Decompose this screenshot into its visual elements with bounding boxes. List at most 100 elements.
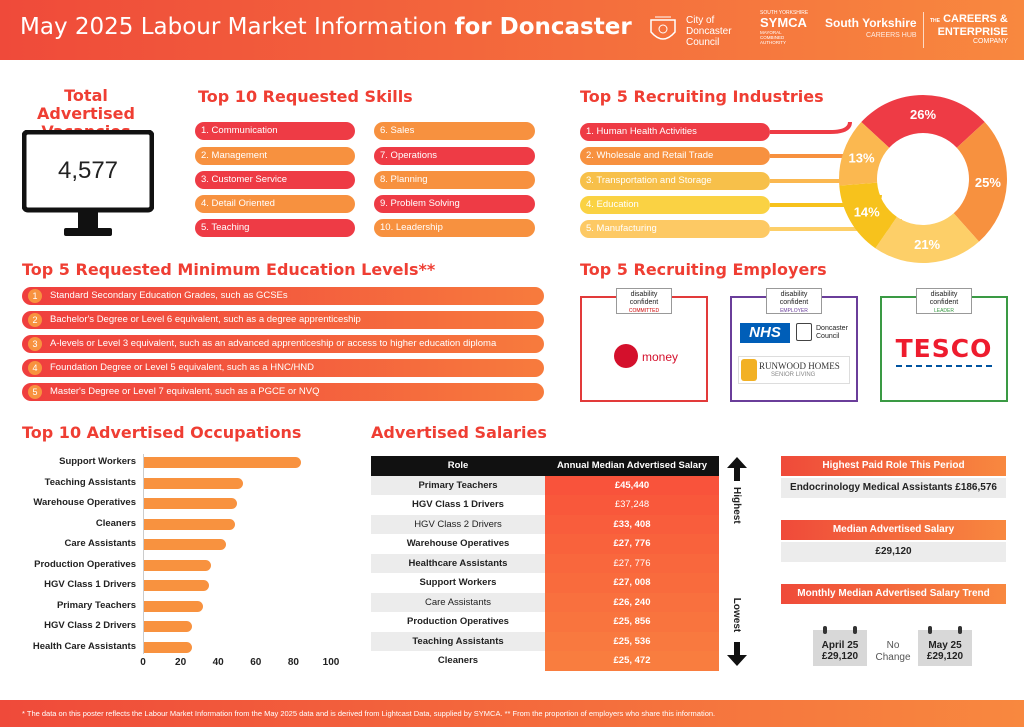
education-item: 1 Standard Secondary Education Grades, su… [22,287,544,305]
role-cell: Teaching Assistants [371,631,545,651]
role-cell: Care Assistants [371,592,545,612]
occupation-bar [143,457,301,468]
footer-note: * The data on this poster reflects the L… [0,700,1024,727]
tesco-stripe [896,365,992,368]
column-header-salary: Annual Median Advertised Salary [545,456,719,476]
vacancies-value: 4,577 [57,157,119,184]
table-row: Production Operatives £25, 856 [371,612,719,632]
occupation-label: HGV Class 1 Drivers [44,579,136,590]
employer-card-virgin: disability confident COMMITTED money [580,288,708,402]
donut-label: 21% [914,237,940,252]
may-month: May 25 [928,640,962,651]
x-tick-label: 0 [140,657,146,668]
donut-label: 14% [854,205,880,220]
disability-confident-badge: disability confident COMMITTED [616,288,672,314]
occupation-label: Care Assistants [64,538,136,549]
donut-label: 25% [975,175,1001,190]
symca-logo: SOUTH YORKSHIRE SYMCA MAYORAL COMBINED A… [760,10,809,45]
occupation-bar [143,580,209,591]
nhs-logo: NHS [740,323,790,343]
industry-pill: 3. Transportation and Storage [580,172,770,190]
education-item: 4 Foundation Degree or Level 5 equivalent… [22,359,544,377]
skill-pill: 6. Sales [374,122,535,140]
median-salary-title: Median Advertised Salary [781,520,1006,540]
occupation-bar [143,621,192,632]
salary-cell: £25, 856 [545,612,719,632]
education-title: Top 5 Requested Minimum Education Levels… [22,260,436,279]
donut-slice [953,122,1007,242]
education-item: 2 Bachelor's Degree or Level 6 equivalent… [22,311,544,329]
x-tick-label: 60 [250,657,262,668]
table-row: HGV Class 1 Drivers £37,248 [371,495,719,515]
industries-donut-chart: 26% 25% 21% 14% 13% [839,95,1007,263]
occupation-bar [143,559,211,571]
x-tick-label: 20 [175,657,187,668]
occupation-label: Cleaners [95,517,136,529]
role-cell: Primary Teachers [371,475,545,495]
skill-pill: 4. Detail Oriented [195,195,355,213]
occupation-label: Warehouse Operatives [33,497,136,508]
role-cell: Warehouse Operatives [406,538,510,549]
table-row: Warehouse Operatives £27, 776 [371,534,719,554]
salary-cell: £37,248 [545,495,719,515]
occupation-label: Health Care Assistants [32,640,136,652]
occupations-title: Top 10 Advertised Occupations [22,423,302,442]
virgin-logo-icon [614,344,638,368]
doncaster-council-logo: Doncaster Council [816,325,848,340]
salaries-table: Role Annual Median Advertised Salary Pri… [371,456,719,671]
role-cell: HGV Class 1 Drivers [412,499,504,510]
occupation-bar [143,518,236,530]
salary-cell: £27, 008 [545,573,719,593]
role-cell: Cleaners [437,655,479,666]
tesco-logo: TESCO [895,334,993,363]
highest-paid-value: Endocrinology Medical Assistants £186,57… [781,478,1006,498]
role-cell: Production Operatives [407,616,509,627]
monitor-icon [21,129,155,245]
donut-slice [839,122,890,186]
industry-pill: 5. Manufacturing [580,220,770,238]
education-item: 5 Master's Degree or Level 7 equivalent, … [22,383,544,401]
x-tick-label: 100 [322,657,340,668]
salaries-title: Advertised Salaries [371,423,547,442]
runwood-flower-icon [741,359,757,381]
donut-slice [875,213,980,263]
table-row: Cleaners £25, 472 [371,651,719,671]
calendar-april: April 25 £29,120 [813,626,867,666]
column-header-role: Role [447,460,469,471]
trend-change: No Change [875,640,911,663]
skill-pill: 10. Leadership [374,219,535,237]
donut-slice [861,95,985,148]
occupation-bar [143,600,204,612]
occupation-label: Teaching Assistants [44,476,136,488]
salary-cell: £27, 776 [545,534,719,554]
occupation-bar [143,641,192,653]
skill-pill: 5. Teaching [195,219,355,237]
may-value: £29,120 [926,651,964,662]
role-cell: HGV Class 2 Drivers [371,514,545,534]
x-axis-line [143,454,144,654]
skill-pill: 8. Planning [374,171,535,189]
donut-slice [839,182,897,249]
occupation-bar [143,498,237,509]
highest-paid-title: Highest Paid Role This Period [781,456,1006,476]
doncaster-crest-icon [796,323,812,341]
skill-pill: 7. Operations [374,147,535,165]
x-tick-label: 80 [287,657,299,668]
skill-pill: 9. Problem Solving [374,195,535,213]
skill-pill: 2. Management [195,147,355,165]
virgin-money-logo: money [642,350,679,364]
careers-hub-logo: South Yorkshire CAREERS HUB [825,16,917,40]
table-row: HGV Class 2 Drivers £33, 408 [371,514,719,534]
education-item: 3 A-levels or Level 3 equivalent, such as… [22,335,544,353]
skill-pill: 1. Communication [195,122,355,140]
employer-card-nhs-council-runwood: disability confident EMPLOYER NHS Doncaste… [730,288,858,402]
occupation-label: HGV Class 2 Drivers [44,620,136,631]
table-header-row: Role Annual Median Advertised Salary [371,456,719,476]
salary-cell: £33, 408 [545,514,719,534]
occupations-bar-chart [0,0,1,1]
industries-title: Top 5 Recruiting Industries [580,87,824,106]
connector-line [770,121,852,134]
table-row: Teaching Assistants £25, 536 [371,631,719,651]
median-salary-value: £29,120 [781,542,1006,562]
occupation-bar [143,539,226,550]
